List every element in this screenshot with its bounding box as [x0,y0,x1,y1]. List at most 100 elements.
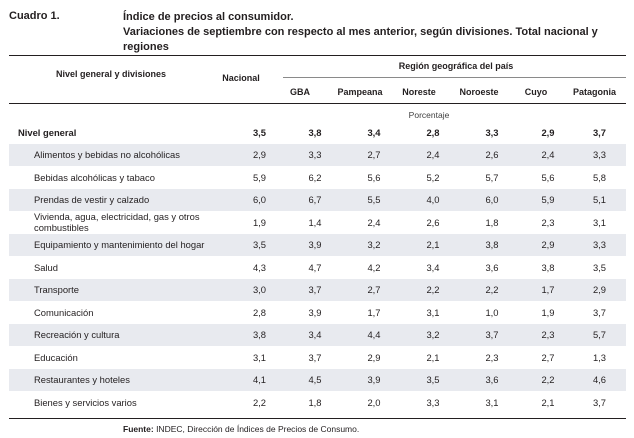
cell-region: 2,3 [523,323,573,346]
row-label: Nivel general [18,126,77,138]
cell-region: 5,7 [573,323,626,346]
cell-region: 6,7 [287,188,343,211]
cell-region: 2,1 [541,396,555,408]
row-label: Vivienda, agua, electricidad, gas y otro… [34,211,200,234]
cell-region: 1,4 [308,216,322,228]
cell-region: 4,0 [405,188,461,211]
cell-region: 3,8 [308,126,322,138]
header-bottom-rule [9,103,626,104]
cell-nacional: 3,5 [252,126,267,138]
cell-nacional: 1,9 [252,216,267,228]
cell-region: 2,4 [367,216,381,228]
cell-nacional: 4,3 [252,261,267,273]
cell-region: 4,2 [367,261,381,273]
row-label: Bebidas alcohólicas y tabaco [34,171,155,183]
table-row: Equipamiento y mantenimiento del hogar 3,… [9,233,626,256]
row-label: Prendas de vestir y calzado [9,188,232,211]
cell-region: 3,2 [343,233,405,256]
cell-region: 3,8 [541,261,555,273]
cell-region: 3,7 [461,323,523,346]
cell-region: 2,9 [573,278,626,301]
source-text: INDEC, Dirección de Índices de Precios d… [153,424,360,434]
cell-region: 2,7 [343,278,405,301]
cell-region: 2,4 [405,143,461,166]
cell-region: 3,9 [343,368,405,391]
table-row: Alimentos y bebidas no alcohólicas 2,9 3,3… [9,143,626,166]
cell-region: 1,3 [592,351,607,363]
cell-region: 3,3 [287,143,343,166]
cell-region: 3,9 [308,306,322,318]
table-title: Índice de precios al consumidor. [123,11,294,23]
cell-region: 2,0 [367,396,381,408]
header-region-patagonia: Patagonia [572,87,616,97]
cell-region: 3,3 [485,126,499,138]
row-label: Educación [34,351,78,363]
row-label: Bienes y servicios varios [34,396,137,408]
cell-region: 2,1 [405,233,461,256]
header-row-label: Nivel general y divisiones [55,69,167,79]
cell-nacional: 3,5 [232,233,287,256]
cell-region: 5,6 [541,171,555,183]
cell-region: 2,9 [367,351,381,363]
cell-region: 5,7 [485,171,499,183]
table-row: Restaurantes y hoteles 4,1 4,5 3,9 3,5 3,6 2,2… [9,368,626,391]
cell-region: 3,1 [485,396,499,408]
cell-region: 2,9 [523,233,573,256]
cell-nacional: 6,0 [232,188,287,211]
cell-nacional: 2,2 [252,396,267,408]
cell-region: 4,6 [573,368,626,391]
cell-region: 1,0 [485,306,499,318]
table-row: Bienes y servicios varios 2,2 1,8 2,0 3,3 3,1… [9,391,626,414]
header-nacional: Nacional [222,73,260,83]
region-group-rule [283,77,626,78]
cell-region: 2,4 [523,143,573,166]
top-rule [9,55,626,56]
row-label: Transporte [9,278,232,301]
cell-region: 3,4 [426,261,440,273]
cell-region: 3,1 [592,216,607,228]
row-label: Alimentos y bebidas no alcohólicas [9,143,232,166]
cell-region: 2,2 [405,278,461,301]
cell-region: 1,9 [541,306,555,318]
cell-region: 3,5 [405,368,461,391]
header-region-pampeana: Pampeana [337,87,383,97]
cell-region: 1,8 [308,396,322,408]
cell-region: 2,8 [426,126,440,138]
cell-region: 3,1 [426,306,440,318]
row-label: Comunicación [34,306,94,318]
cell-region: 5,8 [592,171,607,183]
cell-region: 3,8 [461,233,523,256]
cell-region: 3,6 [485,261,499,273]
cell-region: 3,5 [592,261,607,273]
cell-region: 3,9 [287,233,343,256]
table-row: Transporte 3,0 3,7 2,7 2,2 2,2 1,7 2,9 [9,278,626,301]
table-number: Cuadro 1. [9,10,60,22]
cell-region: 3,3 [573,233,626,256]
cell-region: 1,7 [523,278,573,301]
bottom-rule [9,418,626,419]
row-label: Salud [34,261,58,273]
cell-region: 2,9 [541,126,555,138]
table-row: Comunicación 2,8 3,9 1,7 3,1 1,0 1,9 3,7 [9,301,626,324]
header-region-gba: GBA [290,87,310,97]
cell-nacional: 3,8 [232,323,287,346]
table-row-total: Nivel general 3,5 3,8 3,4 2,8 3,3 2,9 3,7 [9,121,626,144]
cell-region: 3,7 [287,278,343,301]
unit-label: Porcentaje [408,110,450,120]
cell-region: 3,6 [461,368,523,391]
cell-region: 3,3 [573,143,626,166]
cell-region: 4,4 [343,323,405,346]
header-region-cuyo: Cuyo [524,87,548,97]
cell-region: 5,9 [523,188,573,211]
cell-region: 2,6 [461,143,523,166]
cell-region: 3,7 [308,351,322,363]
cell-region: 2,2 [523,368,573,391]
table-row: Vivienda, agua, electricidad, gas y otro… [9,211,626,234]
cell-region: 6,0 [461,188,523,211]
cell-region: 2,2 [461,278,523,301]
cell-nacional: 5,9 [252,171,267,183]
cell-region: 3,3 [426,396,440,408]
cell-region: 2,7 [541,351,555,363]
row-label: Equipamiento y mantenimiento del hogar [9,233,232,256]
cell-region: 2,3 [541,216,555,228]
